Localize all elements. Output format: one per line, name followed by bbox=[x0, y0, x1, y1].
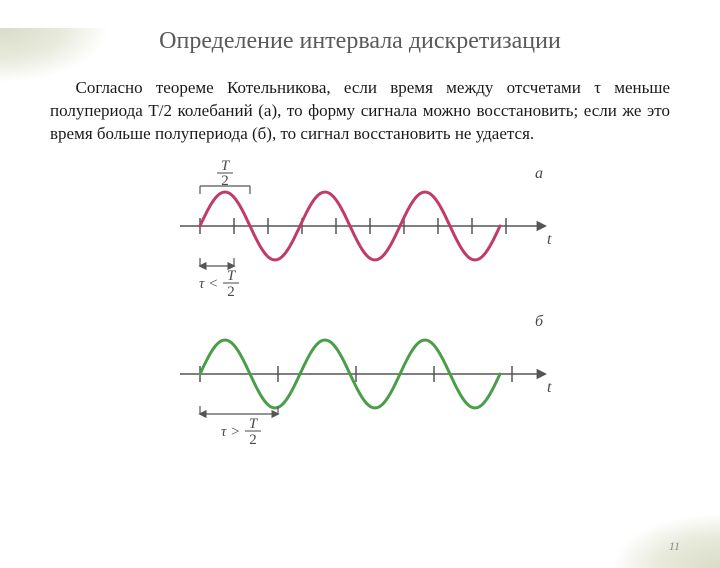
svg-text:а: а bbox=[535, 165, 543, 182]
diagram-b: t б τ > T2 bbox=[150, 304, 570, 444]
diagram-a: tаT2τ <T2 bbox=[150, 156, 570, 296]
chart-a-svg: tаT2τ <T2 bbox=[150, 156, 570, 296]
svg-text:T: T bbox=[249, 416, 259, 432]
corner-decoration-br bbox=[610, 513, 720, 568]
svg-text:t: t bbox=[547, 379, 552, 396]
svg-text:τ >: τ > bbox=[221, 424, 240, 440]
svg-text:2: 2 bbox=[227, 284, 235, 296]
diagrams-container: tаT2τ <T2 tбτ >T2 bbox=[0, 156, 720, 444]
svg-text:T: T bbox=[221, 158, 231, 174]
svg-text:б: б bbox=[535, 313, 544, 330]
body-paragraph: Согласно теореме Котельникова, если врем… bbox=[50, 77, 670, 146]
page-number: 11 bbox=[669, 539, 680, 554]
svg-text:T: T bbox=[227, 268, 237, 284]
svg-text:2: 2 bbox=[249, 432, 257, 444]
svg-text:2: 2 bbox=[221, 173, 229, 189]
svg-text:τ <: τ < bbox=[199, 276, 218, 292]
svg-text:t: t bbox=[547, 231, 552, 248]
chart-b-svg: t б τ > T2 bbox=[150, 304, 570, 444]
corner-decoration-tl bbox=[0, 28, 110, 83]
